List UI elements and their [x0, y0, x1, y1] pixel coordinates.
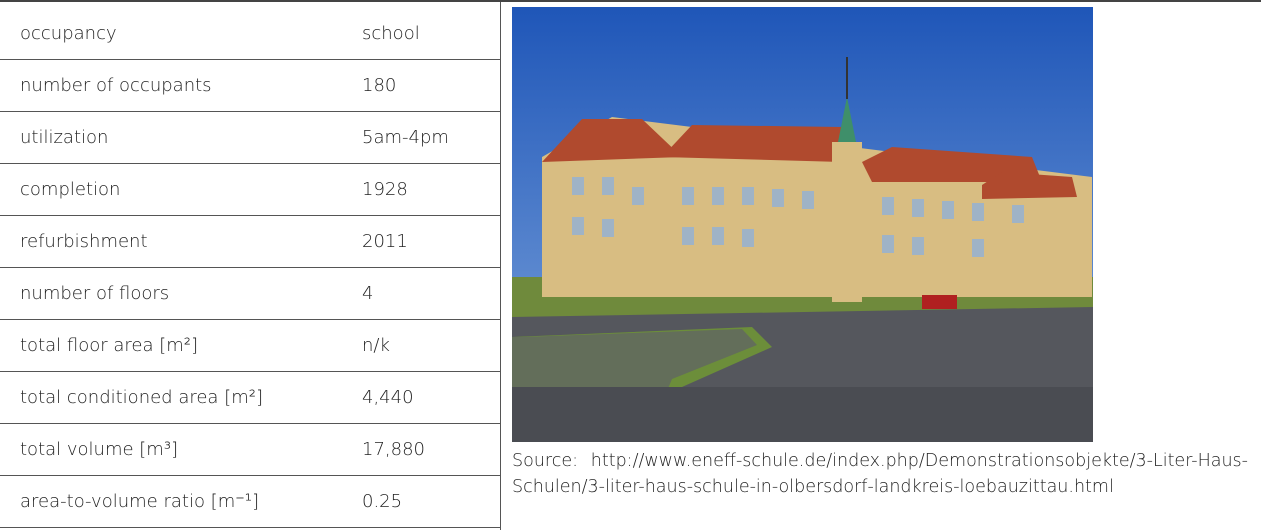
property-label: area-to-volume ratio [m⁻¹]: [0, 476, 342, 528]
property-label: occupancy: [0, 8, 342, 60]
property-value: 5am-4pm: [342, 112, 500, 164]
table-row: area-to-volume ratio [m⁻¹]0.25: [0, 476, 500, 528]
table-row: total volume [m³]17,880: [0, 424, 500, 476]
property-value: 0.25: [342, 476, 500, 528]
property-label: total floor area [m²]: [0, 320, 342, 372]
property-label: total conditioned area [m²]: [0, 372, 342, 424]
column-divider: [500, 2, 501, 530]
property-label: utilization: [0, 112, 342, 164]
property-label: total volume [m³]: [0, 424, 342, 476]
property-label: number of floors: [0, 268, 342, 320]
table-row: total floor area [m²]n/k: [0, 320, 500, 372]
property-value: 4: [342, 268, 500, 320]
property-label: completion: [0, 164, 342, 216]
property-value: 180: [342, 60, 500, 112]
image-caption: Source: http://www.eneff-schule.de/index…: [512, 448, 1248, 500]
property-value: 17,880: [342, 424, 500, 476]
property-value: 2011: [342, 216, 500, 268]
property-value: n/k: [342, 320, 500, 372]
property-value: school: [342, 8, 500, 60]
property-value: 1928: [342, 164, 500, 216]
property-label: refurbishment: [0, 216, 342, 268]
table-row: total conditioned area [m²]4,440: [0, 372, 500, 424]
property-label: number of occupants: [0, 60, 342, 112]
page: occupancyschoolnumber of occupants180uti…: [0, 0, 1261, 528]
building-photo: [512, 7, 1093, 442]
property-value: 4,440: [342, 372, 500, 424]
